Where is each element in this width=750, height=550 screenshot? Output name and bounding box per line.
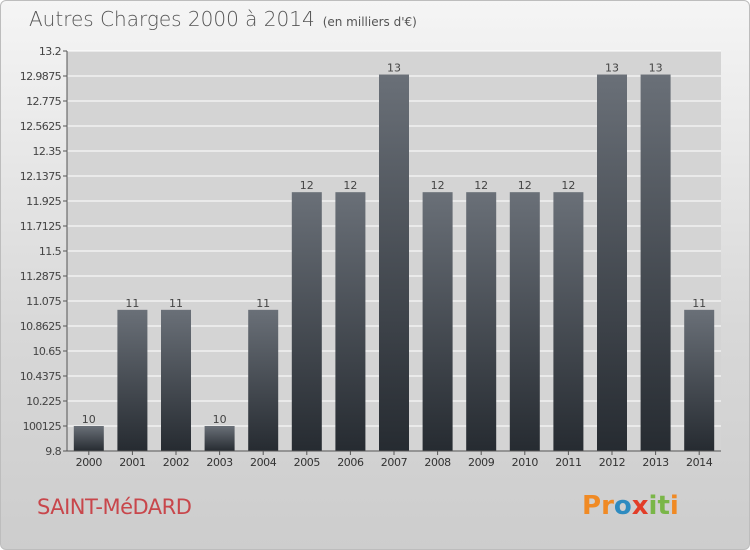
bar	[640, 74, 671, 451]
data-label: 13	[387, 62, 401, 75]
data-label: 12	[431, 179, 445, 192]
bar	[379, 74, 409, 451]
logo-letter: i	[669, 491, 679, 521]
bar	[509, 192, 540, 452]
y-tick-label: 12.9875	[20, 70, 62, 83]
x-tick-label: 2002	[163, 456, 189, 469]
y-tick-label: 11.925	[26, 195, 61, 208]
logo-letter: i	[648, 491, 658, 521]
y-tick-label: 9.8	[45, 445, 61, 458]
bar	[248, 309, 279, 451]
commune-name: SAINT-MéDARD	[37, 495, 192, 519]
x-tick-label: 2014	[686, 456, 713, 469]
x-tick-label: 2006	[337, 456, 364, 469]
logo-letter: r	[601, 491, 614, 521]
x-tick-label: 2001	[119, 456, 145, 469]
x-tick-label: 2003	[206, 456, 233, 469]
y-tick-label: 11.5	[39, 245, 62, 258]
x-tick-label: 2000	[76, 456, 103, 469]
bar	[466, 192, 497, 452]
bar	[73, 426, 104, 451]
y-tick-label: 11.075	[26, 295, 61, 308]
bar	[161, 309, 191, 451]
data-label: 12	[343, 179, 357, 192]
x-tick-label: 2007	[381, 456, 408, 469]
data-label: 10	[82, 413, 96, 426]
y-tick-label: 11.7125	[20, 220, 62, 233]
logo-letter: t	[657, 491, 670, 521]
x-tick-label: 2010	[512, 456, 539, 469]
data-label: 10	[213, 413, 227, 426]
chart-title: Autres Charges 2000 à 2014	[29, 7, 315, 31]
y-tick-label: 12.5625	[20, 120, 62, 133]
y-tick-label: 10.4375	[20, 370, 62, 383]
data-label: 13	[605, 62, 619, 75]
logo-letter: P	[582, 491, 602, 521]
bar	[335, 192, 366, 452]
x-tick-label: 2009	[468, 456, 495, 469]
bar	[422, 192, 453, 452]
data-label: 11	[125, 297, 139, 310]
bar	[204, 426, 235, 451]
y-tick-label: 10.225	[26, 395, 61, 408]
bar	[117, 309, 148, 451]
bar	[597, 74, 627, 451]
logo-letter: x	[631, 491, 649, 521]
data-label: 11	[169, 297, 183, 310]
x-tick-label: 2011	[555, 456, 581, 469]
y-tick-label: 12.1375	[20, 170, 62, 183]
logo-letter: o	[613, 491, 632, 521]
y-tick-label: 10.8625	[20, 320, 62, 333]
x-tick-label: 2012	[599, 456, 625, 469]
title-row: Autres Charges 2000 à 2014 (en milliers d…	[29, 7, 417, 31]
data-label: 11	[256, 297, 270, 310]
data-label: 11	[692, 297, 706, 310]
y-tick-label: 12.775	[26, 95, 61, 108]
y-tick-label: 100125	[23, 420, 62, 433]
x-tick-label: 2005	[294, 456, 321, 469]
x-tick-label: 2008	[424, 456, 451, 469]
y-tick-label: 10.65	[33, 345, 62, 358]
data-label: 12	[518, 179, 532, 192]
bar	[684, 309, 715, 451]
data-label: 12	[474, 179, 488, 192]
y-tick-label: 11.2875	[20, 270, 62, 283]
x-tick-label: 2013	[642, 456, 669, 469]
bar	[553, 192, 584, 452]
data-label: 12	[300, 179, 314, 192]
chart-subtitle: (en milliers d'€)	[322, 15, 417, 29]
data-label: 12	[561, 179, 575, 192]
y-tick-label: 12.35	[33, 145, 62, 158]
bar	[291, 192, 322, 452]
proxiti-logo: Proxiti	[582, 491, 679, 521]
data-label: 13	[649, 62, 663, 75]
y-tick-label: 13.2	[39, 45, 61, 58]
x-tick-label: 2004	[250, 456, 277, 469]
